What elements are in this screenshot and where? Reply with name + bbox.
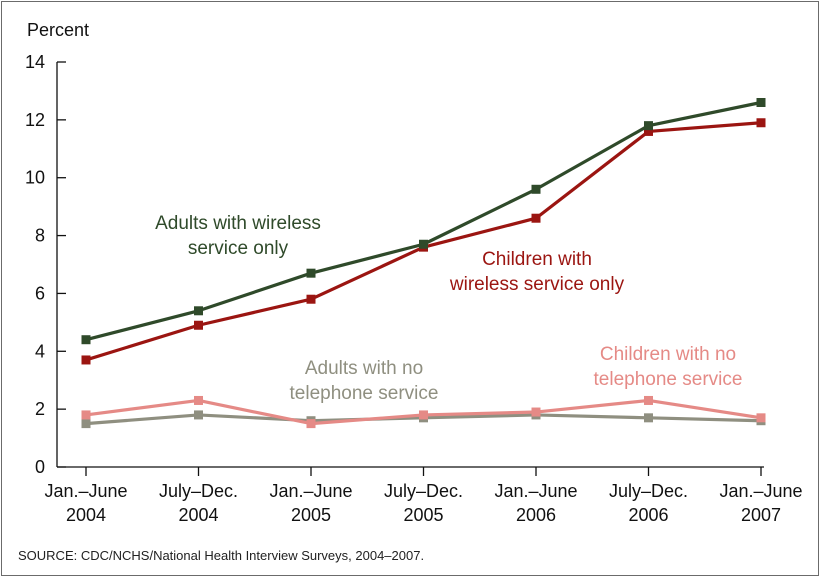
source-note: SOURCE: CDC/NCHS/National Health Intervi… [18, 548, 425, 563]
x-tick-label: July–Dec. 2004 [159, 481, 238, 525]
data-point-marker [644, 121, 653, 131]
data-point-marker [419, 239, 428, 249]
y-tick-label: 8 [35, 226, 45, 246]
x-tick-label: Jan.–June 2006 [494, 481, 577, 525]
y-tick-label: 0 [35, 457, 45, 477]
series-label: Children with wireless service only [449, 249, 625, 295]
y-axis-title: Percent [27, 20, 89, 40]
x-tick-label: Jan.–June 2004 [44, 481, 127, 525]
y-tick-label: 14 [25, 52, 45, 72]
x-tick-label: Jan.–June 2007 [719, 481, 802, 525]
data-point-marker [531, 213, 541, 223]
data-point-marker [306, 294, 316, 304]
data-point-marker [194, 395, 203, 405]
y-tick-label: 6 [35, 283, 45, 303]
series-label: Adults with wireless service only [155, 213, 321, 259]
series-label: Adults with no telephone service [290, 358, 439, 404]
x-tick-label: July–Dec. 2006 [609, 481, 688, 525]
y-tick-label: 10 [25, 168, 45, 188]
data-point-marker [756, 118, 766, 128]
data-point-marker [756, 98, 766, 107]
data-point-marker [194, 410, 203, 420]
data-point-marker [306, 268, 316, 278]
data-point-marker [644, 413, 653, 423]
data-point-marker [194, 320, 203, 330]
data-point-marker [81, 410, 91, 420]
data-point-marker [644, 126, 653, 136]
y-tick-label: 2 [35, 399, 45, 419]
data-point-marker [531, 407, 541, 417]
data-point-marker [81, 335, 91, 345]
series-labels: Adults with wireless service only Children… [155, 213, 742, 404]
series-lines [81, 98, 766, 429]
y-tick-label: 12 [25, 110, 45, 130]
data-point-marker [531, 184, 541, 194]
axes: 0 2 4 6 8 10 12 14 Jan.–June 2004 July–Dec. 2004 Jan… [25, 52, 803, 525]
data-point-marker [419, 410, 428, 420]
data-point-marker [81, 419, 91, 429]
data-point-marker [644, 395, 653, 405]
data-point-marker [756, 413, 766, 423]
data-point-marker [194, 306, 203, 316]
x-tick-label: Jan.–June 2005 [269, 481, 352, 525]
data-point-marker [81, 355, 91, 365]
data-point-marker [306, 419, 316, 429]
x-tick-label: July–Dec. 2005 [384, 481, 463, 525]
y-tick-label: 4 [35, 341, 45, 361]
series-label: Children with no telephone service [594, 344, 743, 390]
